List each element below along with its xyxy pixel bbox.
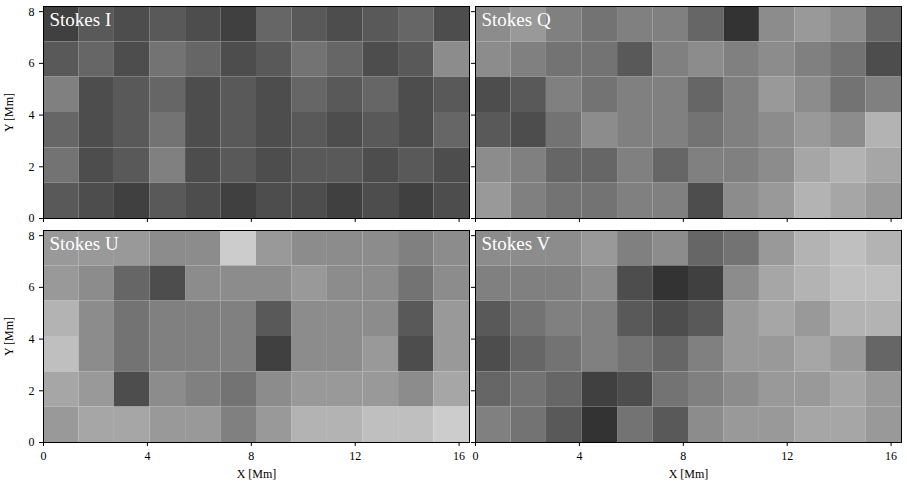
svg-text:8: 8 [248,449,254,463]
svg-text:4: 4 [29,332,35,346]
svg-text:12: 12 [349,449,361,463]
svg-text:X [Mm]: X [Mm] [237,467,277,481]
svg-text:4: 4 [576,449,582,463]
svg-text:Stokes I: Stokes I [50,9,112,30]
svg-text:4: 4 [29,108,35,122]
svg-text:Stokes V: Stokes V [482,233,551,254]
svg-text:Y [Mm]: Y [Mm] [2,317,16,356]
svg-text:0: 0 [41,449,47,463]
svg-text:2: 2 [29,160,35,174]
svg-text:Y [Mm]: Y [Mm] [2,93,16,132]
svg-text:16: 16 [885,449,897,463]
svg-text:Stokes Q: Stokes Q [482,9,551,30]
svg-text:12: 12 [781,449,793,463]
svg-text:4: 4 [144,449,150,463]
svg-text:6: 6 [29,280,35,294]
svg-text:Stokes U: Stokes U [50,233,119,254]
svg-text:16: 16 [453,449,465,463]
svg-text:8: 8 [29,229,35,243]
svg-text:6: 6 [29,56,35,70]
svg-text:0: 0 [473,449,479,463]
svg-text:0: 0 [29,211,35,224]
svg-text:2: 2 [29,384,35,398]
svg-text:8: 8 [29,5,35,19]
svg-text:0: 0 [29,435,35,449]
svg-text:8: 8 [680,449,686,463]
svg-text:X [Mm]: X [Mm] [669,467,709,481]
